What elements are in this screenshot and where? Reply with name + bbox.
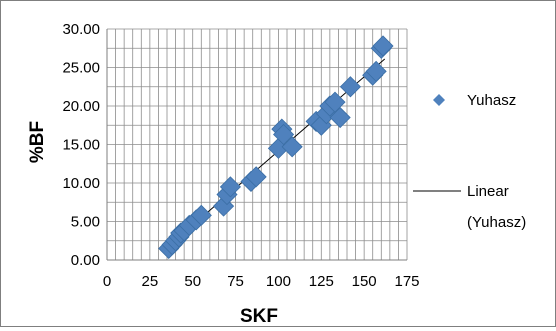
legend-marker-yuhasz (433, 94, 445, 106)
y-tick-label: 0.00 (71, 252, 100, 269)
data-points (158, 35, 394, 260)
y-tick-label: 25.00 (62, 60, 100, 77)
y-tick-label: 5.00 (71, 214, 100, 231)
legend-label-trendline-line2: (Yuhasz) (467, 214, 526, 231)
data-point (329, 106, 351, 129)
data-point (190, 204, 212, 226)
data-point (245, 166, 267, 188)
legend-label-trendline-line1: Linear (467, 183, 509, 200)
data-point (365, 60, 387, 82)
y-tick-label: 10.00 (62, 175, 100, 192)
x-tick-label: 50 (184, 273, 201, 290)
y-tick-label: 30.00 (62, 21, 100, 38)
data-point (281, 136, 303, 158)
y-tick-label: 20.00 (62, 98, 100, 115)
legend: Yuhasz Linear (Yuhasz) (413, 92, 526, 231)
x-tick-label: 175 (394, 273, 419, 290)
legend-label-yuhasz: Yuhasz (467, 92, 516, 109)
data-point (273, 123, 295, 146)
x-tick-label: 0 (103, 273, 111, 290)
scatter-chart: 0.00 5.00 10.00 15.00 20.00 25.00 30.00 0 25 50 75… (27, 21, 526, 327)
x-tick-label: 125 (309, 273, 334, 290)
y-tick-label: 15.00 (62, 137, 100, 154)
y-axis-label: %BF (27, 121, 48, 163)
x-tick-label: 25 (142, 273, 159, 290)
data-point (372, 35, 394, 57)
tick-labels: 0.00 5.00 10.00 15.00 20.00 25.00 30.00 0 25 50 75… (62, 21, 419, 290)
data-point (339, 76, 361, 98)
x-tick-label: 150 (352, 273, 377, 290)
x-tick-label: 100 (266, 273, 291, 290)
grid (106, 28, 408, 261)
legend-diamond-icon (433, 94, 445, 106)
x-tick-label: 75 (227, 273, 244, 290)
x-axis-label: SKF (240, 306, 278, 326)
data-point (219, 176, 241, 198)
